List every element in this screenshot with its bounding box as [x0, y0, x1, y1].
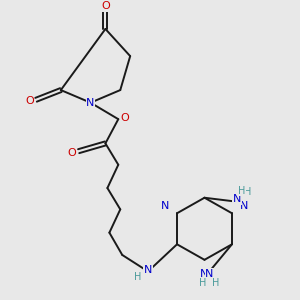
Text: O: O [25, 96, 34, 106]
Text: N: N [205, 269, 214, 279]
Text: N: N [240, 201, 248, 211]
Text: N: N [232, 194, 241, 204]
Text: H: H [244, 187, 251, 197]
Text: H: H [238, 186, 245, 196]
Text: O: O [121, 113, 129, 123]
Text: N: N [200, 269, 209, 279]
Text: N: N [86, 98, 95, 108]
Text: H: H [199, 278, 207, 288]
Text: N: N [160, 201, 169, 211]
Text: H: H [212, 278, 220, 288]
Text: O: O [68, 148, 76, 158]
Text: O: O [101, 1, 110, 11]
Text: H: H [134, 272, 141, 282]
Text: N: N [144, 265, 152, 275]
